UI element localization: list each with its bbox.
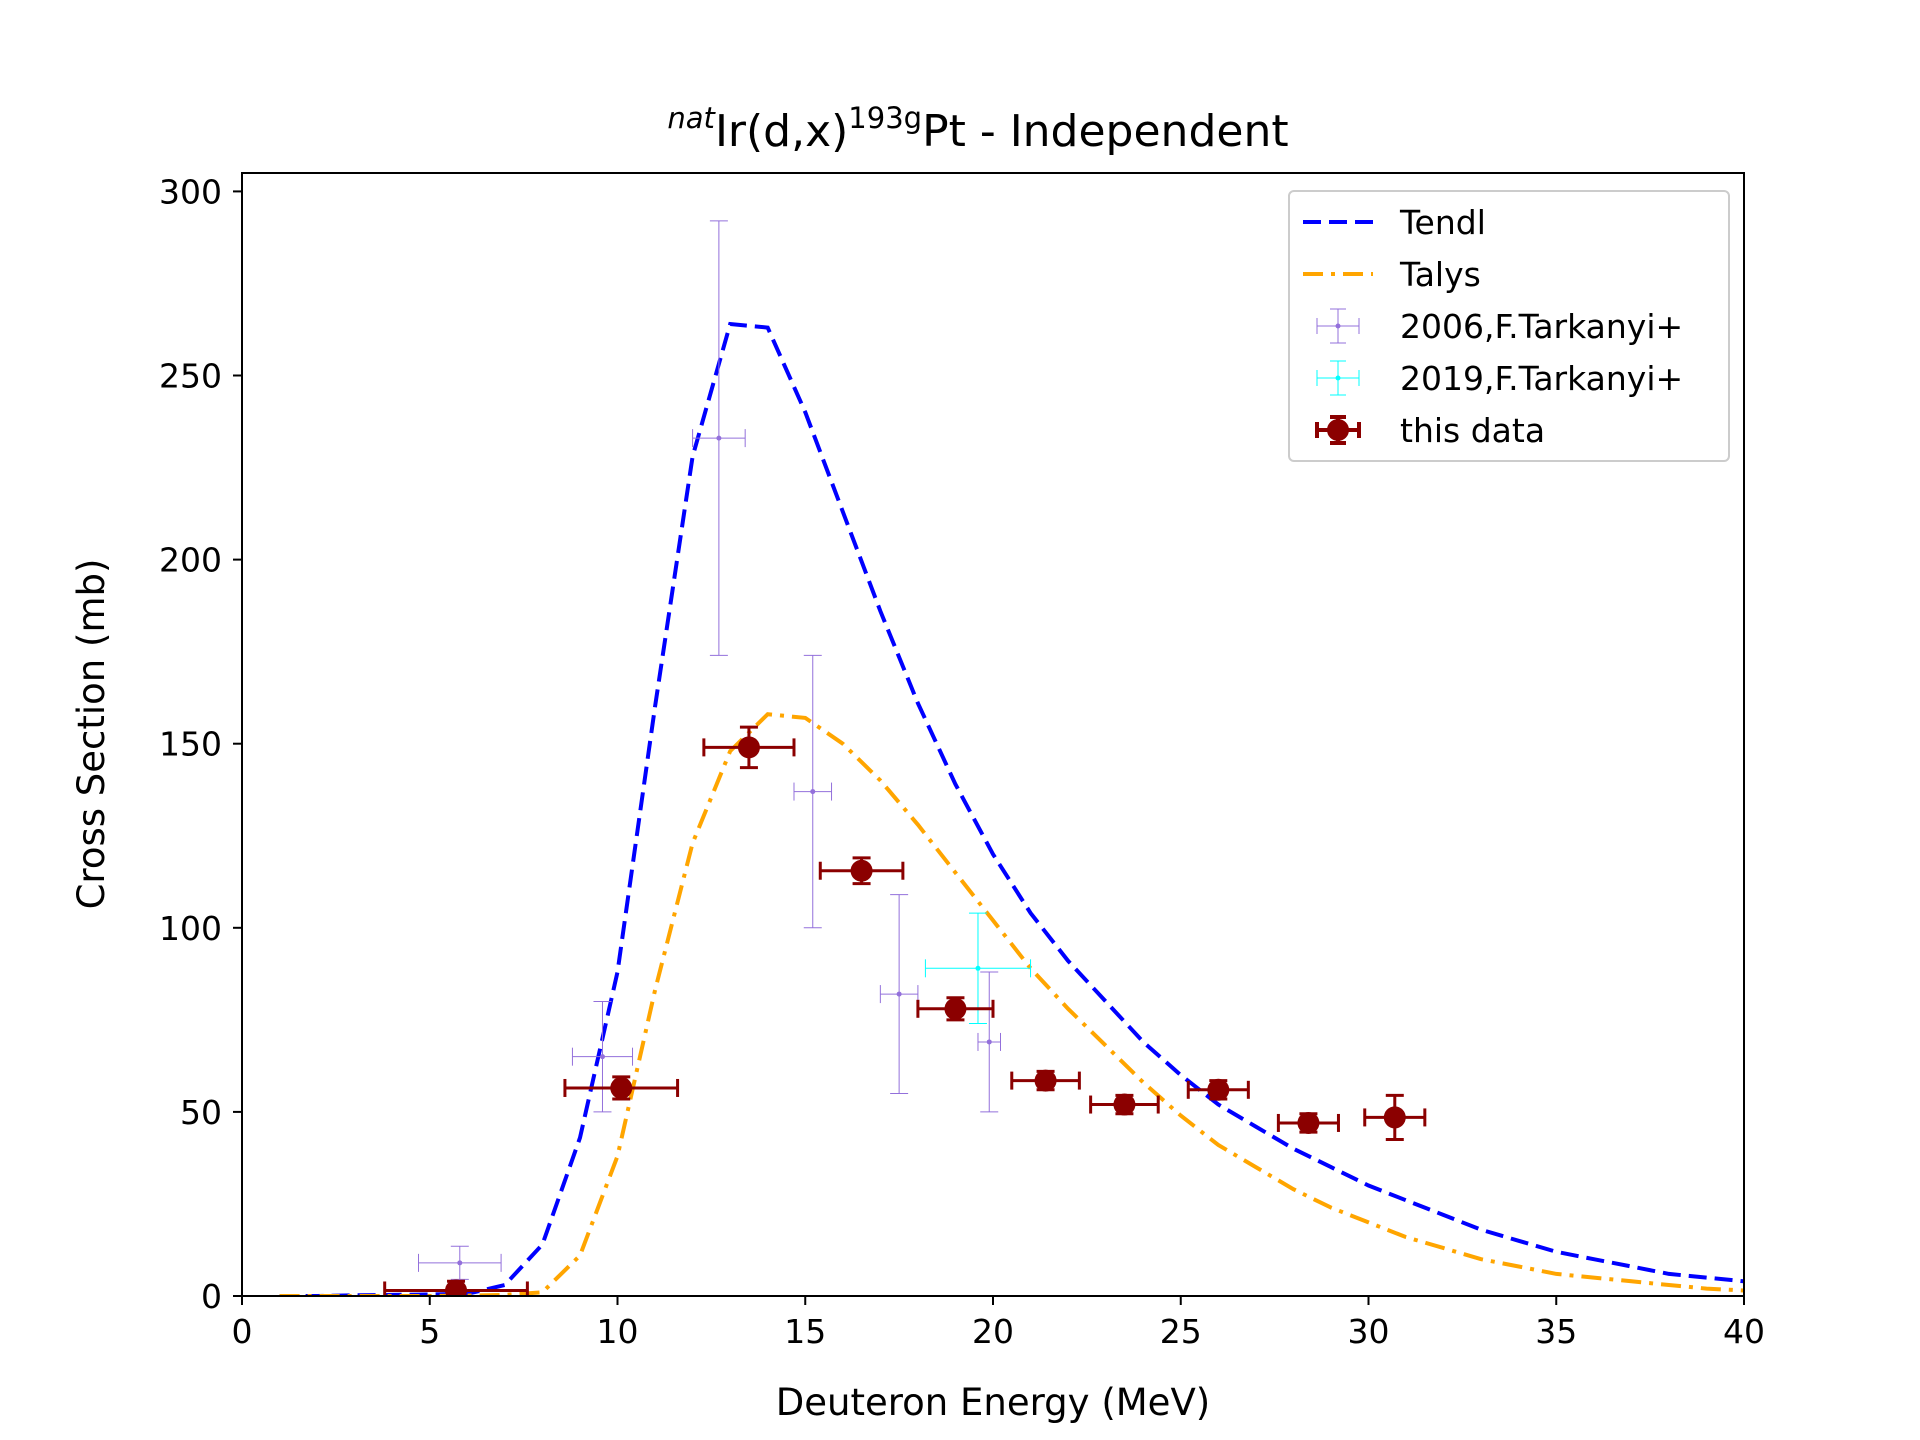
data-marker xyxy=(383,1279,529,1296)
legend-swatch xyxy=(1327,419,1349,441)
x-tick-label: 35 xyxy=(1535,1312,1577,1351)
x-tick-label: 15 xyxy=(784,1312,826,1351)
legend-entry: 2019,F.Tarkanyi+ xyxy=(1316,359,1683,398)
y-tick-label: 50 xyxy=(180,1093,222,1132)
series-this-data xyxy=(383,725,1427,1296)
data-point xyxy=(1034,1069,1057,1092)
data-point xyxy=(1207,1078,1230,1101)
y-axis-label: Cross Section (mb) xyxy=(70,559,113,910)
data-point xyxy=(986,1039,992,1045)
legend-label: Talys xyxy=(1399,255,1481,294)
plot-content xyxy=(279,220,1744,1296)
chart-title: natIr(d,x)193gPt - Independent xyxy=(667,101,1288,157)
x-tick-label: 30 xyxy=(1348,1312,1390,1351)
x-tick-label: 10 xyxy=(597,1312,639,1351)
x-tick-label: 0 xyxy=(232,1312,253,1351)
data-point xyxy=(975,965,981,971)
y-tick-label: 100 xyxy=(159,909,222,948)
data-marker xyxy=(818,856,905,886)
data-point xyxy=(1383,1106,1406,1129)
y-tick-label: 200 xyxy=(159,541,222,580)
x-axis-ticks: 0 5 10 15 20 25 30 35 40 xyxy=(232,1296,1765,1351)
data-point xyxy=(457,1260,463,1266)
data-point xyxy=(850,859,873,882)
data-point xyxy=(810,789,816,795)
data-point xyxy=(896,991,902,997)
y-tick-label: 250 xyxy=(159,357,222,396)
data-marker xyxy=(879,894,919,1094)
legend-entry: 2006,F.Tarkanyi+ xyxy=(1316,307,1683,346)
series-2006-f-tarkanyi- xyxy=(417,220,1002,1280)
data-point xyxy=(1297,1111,1320,1134)
x-tick-label: 20 xyxy=(972,1312,1014,1351)
legend-entry: this data xyxy=(1315,411,1545,450)
legend-label: Tendl xyxy=(1399,203,1486,242)
data-point xyxy=(716,435,722,441)
plot-area xyxy=(279,220,1744,1296)
x-tick-label: 25 xyxy=(1160,1312,1202,1351)
curve-tendl xyxy=(279,321,1744,1296)
legend-label: this data xyxy=(1400,411,1545,450)
data-point xyxy=(944,997,967,1020)
x-tick-label: 40 xyxy=(1723,1312,1765,1351)
data-marker xyxy=(1363,1093,1427,1142)
legend-entry: Talys xyxy=(1303,255,1481,294)
data-marker xyxy=(1186,1078,1250,1101)
data-marker xyxy=(417,1245,502,1280)
data-marker xyxy=(977,971,1002,1113)
legend-swatch xyxy=(1335,375,1341,381)
data-marker xyxy=(692,220,746,656)
y-tick-label: 0 xyxy=(201,1277,222,1316)
y-tick-label: 300 xyxy=(159,172,222,211)
y-tick-label: 150 xyxy=(159,725,222,764)
data-marker xyxy=(1010,1069,1081,1092)
x-axis-label: Deuteron Energy (MeV) xyxy=(776,1381,1210,1424)
data-marker xyxy=(1089,1093,1160,1116)
curve-talys xyxy=(279,712,1744,1296)
data-point xyxy=(445,1279,468,1296)
data-marker xyxy=(702,725,796,770)
legend-box xyxy=(1288,190,1730,462)
legend-entry: Tendl xyxy=(1303,203,1486,242)
data-marker xyxy=(793,654,833,929)
data-point xyxy=(737,736,760,759)
data-point xyxy=(1113,1093,1136,1116)
data-marker xyxy=(571,1000,634,1113)
data-marker xyxy=(1276,1111,1340,1134)
series-2019-f-tarkanyi- xyxy=(924,912,1032,1025)
data-point xyxy=(610,1076,633,1099)
legend-swatch xyxy=(1335,323,1341,329)
x-tick-label: 5 xyxy=(419,1312,440,1351)
data-marker xyxy=(563,1075,680,1101)
legend-label: 2006,F.Tarkanyi+ xyxy=(1400,307,1683,346)
legend-label: 2019,F.Tarkanyi+ xyxy=(1400,359,1683,398)
data-point xyxy=(599,1054,605,1060)
data-marker xyxy=(924,912,1032,1025)
data-marker xyxy=(916,996,995,1022)
y-axis-ticks: 0 50 100 150 200 250 300 xyxy=(159,172,242,1316)
legend: Tendl Talys 2006,F.Tarkanyi+ 2019,F.Tarkany… xyxy=(1288,190,1730,462)
